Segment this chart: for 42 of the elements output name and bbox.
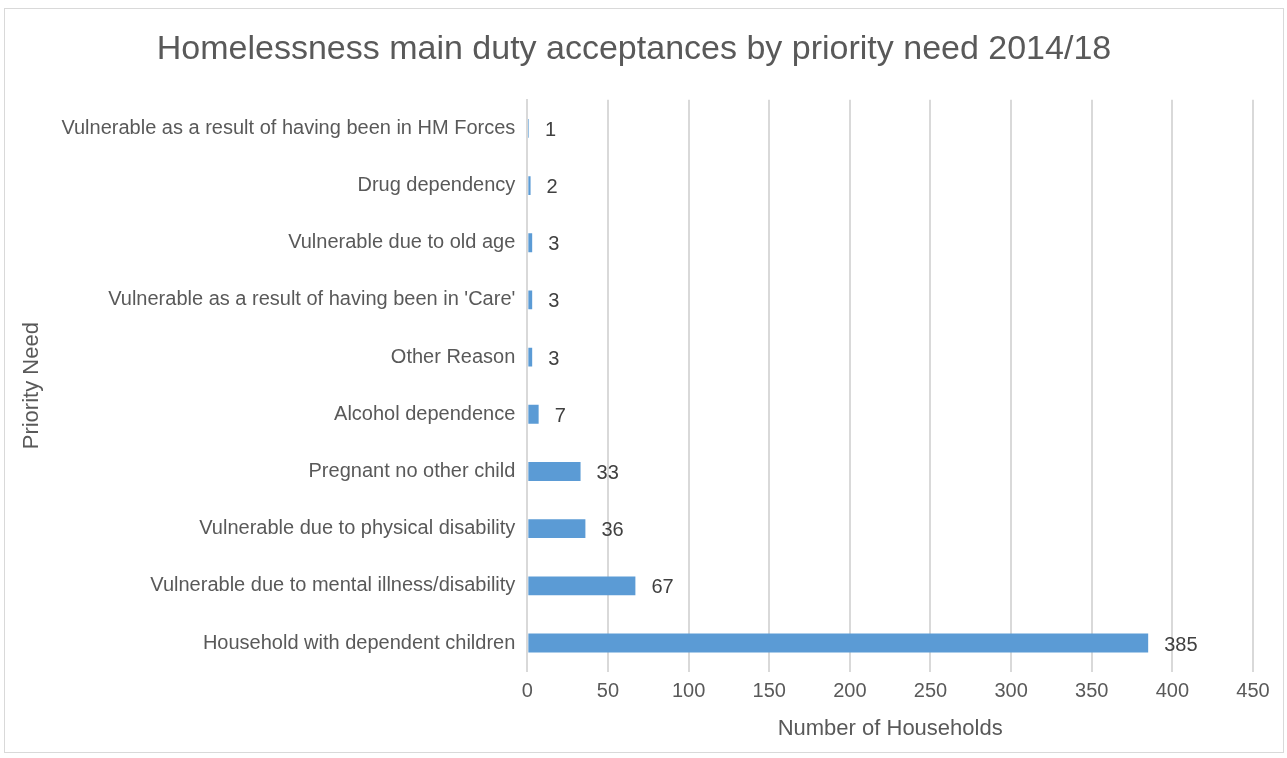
x-tick-label: 250: [913, 679, 948, 702]
y-tick-label: Household with dependent children: [202, 630, 516, 653]
data-label: 385: [1164, 632, 1198, 655]
y-tick-label: Vulnerable due to old age: [288, 230, 516, 253]
x-tick-label: 300: [994, 679, 1028, 702]
bar: [528, 633, 1149, 653]
data-label: 33: [596, 460, 619, 483]
x-axis-title: Number of Households: [777, 714, 1003, 740]
x-tick-label: 450: [1236, 679, 1270, 702]
data-label: 2: [546, 175, 558, 198]
y-tick-label: Other Reason: [390, 344, 516, 367]
y-tick-label: Alcohol dependence: [334, 401, 516, 424]
y-tick-label: Vulnerable due to mental illness/disability: [150, 573, 516, 596]
data-label: 3: [548, 346, 560, 369]
data-label: 36: [601, 518, 624, 541]
bar: [528, 233, 533, 253]
bar: [528, 347, 533, 367]
data-label: 67: [651, 575, 674, 598]
y-tick-label: Drug dependency: [357, 173, 516, 196]
y-tick-label: Vulnerable as a result of having been in HM Forces: [61, 115, 516, 138]
bar: [528, 404, 539, 424]
y-tick-label: Pregnant no other child: [308, 458, 516, 481]
y-tick-label: Vulnerable as a result of having been in 'Care': [108, 287, 516, 310]
x-tick-label: 50: [596, 679, 620, 702]
data-label: 3: [548, 232, 560, 255]
bar: [528, 290, 533, 310]
x-tick-label: 0: [521, 679, 533, 702]
x-tick-label: 100: [671, 679, 706, 702]
bar: [528, 519, 586, 539]
bar: [528, 462, 581, 481]
chart-title: Homelessness main duty acceptances by priority need 2014/18: [156, 27, 1112, 66]
y-tick-label: Vulnerable due to physical disability: [199, 516, 516, 539]
x-tick-label: 350: [1075, 679, 1109, 702]
data-label: 7: [554, 403, 566, 426]
bar: [528, 176, 531, 196]
x-tick-label: 150: [752, 679, 786, 702]
y-axis-title: Priority Need: [18, 322, 44, 450]
x-tick-label: 400: [1155, 679, 1190, 702]
data-label: 3: [548, 289, 560, 312]
bar: [528, 576, 636, 596]
data-label: 1: [544, 117, 557, 140]
x-tick-label: 200: [833, 679, 867, 702]
